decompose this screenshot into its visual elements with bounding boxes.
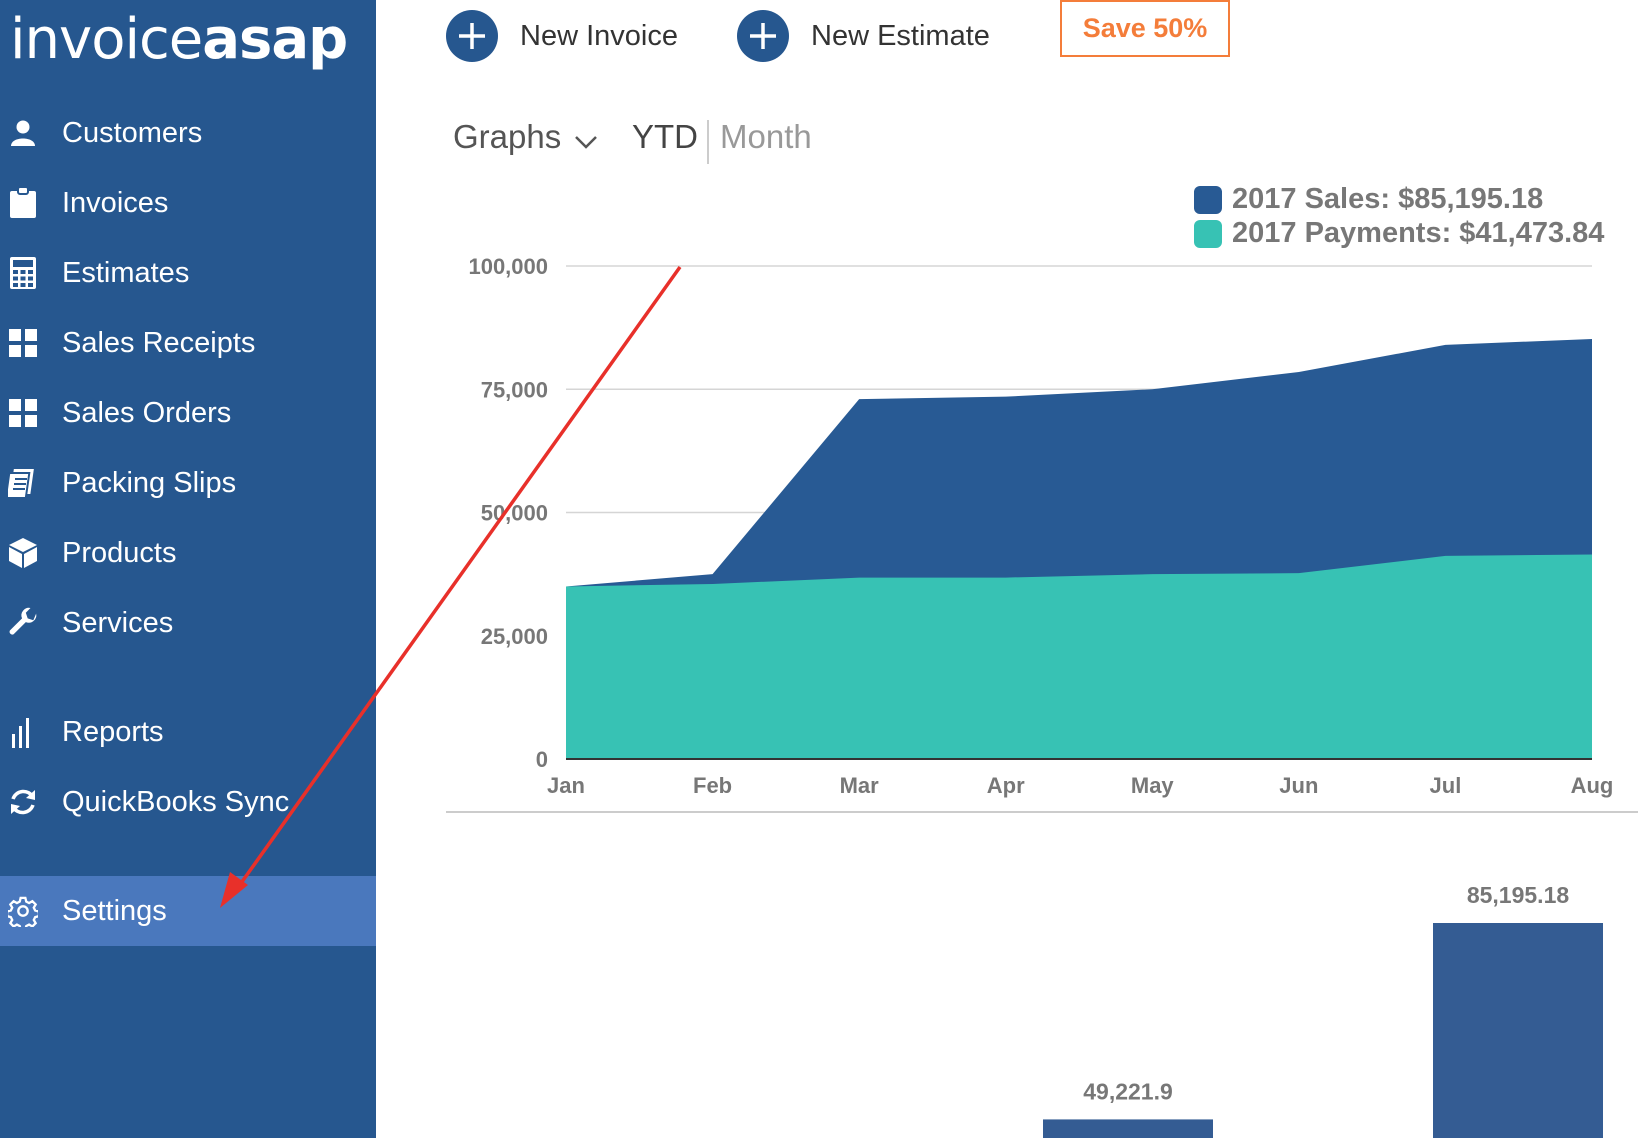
calculator-icon	[8, 257, 38, 289]
plus-icon	[446, 10, 498, 62]
sidebar-item-label: Services	[62, 606, 174, 639]
new-invoice-label: New Invoice	[520, 19, 678, 52]
legend-swatch-payments	[1194, 219, 1222, 248]
save-50-promo-button[interactable]: Save 50%	[1060, 0, 1230, 57]
box-icon	[8, 538, 38, 568]
logo-text-invoice: invoice	[10, 7, 203, 72]
y-tick-label: 100,000	[468, 254, 548, 279]
y-tick-label: 75,000	[481, 377, 548, 402]
sidebar-item-label: Customers	[62, 116, 203, 149]
tab-month[interactable]: Month	[720, 118, 812, 155]
x-tick-label: Aug	[1571, 773, 1614, 798]
sidebar-item-label: Products	[62, 536, 177, 569]
x-tick-label: May	[1131, 773, 1175, 798]
y-tick-label: 25,000	[481, 624, 548, 649]
sidebar-item-customers[interactable]: Customers	[0, 98, 376, 168]
wrench-icon	[8, 607, 38, 638]
packing-slip-icon	[8, 468, 38, 498]
x-tick-label: Mar	[840, 773, 880, 798]
sidebar-item-invoices[interactable]: Invoices	[0, 168, 376, 238]
clipboard-icon	[8, 187, 38, 218]
y-tick-label: 50,000	[481, 501, 548, 526]
logo-text-asap: asap	[202, 7, 348, 72]
sidebar-item-products[interactable]: Products	[0, 518, 376, 588]
legend-sales[interactable]: 2017 Sales: $85,195.18	[1194, 183, 1543, 216]
sidebar-item-label: Packing Slips	[62, 466, 237, 499]
sidebar-item-estimates[interactable]: Estimates	[0, 238, 376, 308]
legend-swatch-sales	[1194, 185, 1222, 214]
new-invoice-button[interactable]: New Invoice	[446, 8, 678, 64]
sidebar-item-settings[interactable]: Settings	[0, 876, 376, 946]
sync-icon	[8, 787, 38, 817]
legend-payments[interactable]: 2017 Payments: $41,473.84	[1194, 217, 1604, 250]
sidebar-item-label: Sales Receipts	[62, 326, 256, 359]
plus-icon	[737, 10, 789, 62]
sidebar-item-label: Settings	[62, 894, 167, 927]
graphs-dropdown[interactable]: Graphs	[453, 118, 598, 158]
x-tick-label: Jan	[547, 773, 585, 798]
tab-ytd[interactable]: YTD	[632, 118, 698, 155]
sidebar: invoiceasap Customers Invoices Estimates…	[0, 0, 376, 1138]
sidebar-item-packing-slips[interactable]: Packing Slips	[0, 448, 376, 518]
sidebar-item-label: Reports	[62, 715, 164, 748]
sidebar-item-reports[interactable]: Reports	[0, 697, 376, 767]
bar-value-label: 49,221.9	[1083, 1078, 1173, 1104]
sidebar-item-label: QuickBooks Sync	[62, 785, 290, 818]
sidebar-item-label: Sales Orders	[62, 396, 232, 429]
grid-icon	[8, 328, 38, 358]
new-estimate-button[interactable]: New Estimate	[737, 8, 990, 64]
x-tick-label: Feb	[693, 773, 732, 798]
tab-divider	[707, 120, 709, 164]
graphs-label: Graphs	[453, 118, 562, 155]
x-tick-label: Apr	[987, 773, 1025, 798]
area-series-payments	[566, 554, 1592, 759]
area-series-sales	[566, 338, 1592, 759]
new-estimate-label: New Estimate	[811, 19, 990, 52]
legend-sales-text: 2017 Sales: $85,195.18	[1232, 183, 1544, 215]
gear-icon	[8, 896, 38, 927]
y-tick-label: 0	[536, 747, 548, 772]
app-logo[interactable]: invoiceasap	[10, 0, 348, 80]
legend-payments-text: 2017 Payments: $41,473.84	[1232, 217, 1605, 249]
bar	[1433, 923, 1603, 1138]
x-tick-label: Jul	[1430, 773, 1462, 798]
chevron-down-icon	[574, 120, 598, 158]
sidebar-item-label: Invoices	[62, 186, 169, 219]
bar-value-label: 85,195.18	[1467, 882, 1570, 908]
sidebar-item-label: Estimates	[62, 256, 190, 289]
sidebar-item-sales-orders[interactable]: Sales Orders	[0, 378, 376, 448]
user-icon	[8, 118, 38, 148]
bar-chart-icon	[8, 717, 38, 748]
sidebar-item-sales-receipts[interactable]: Sales Receipts	[0, 308, 376, 378]
sidebar-item-services[interactable]: Services	[0, 588, 376, 658]
x-tick-label: Jun	[1279, 773, 1318, 798]
sidebar-item-quickbooks-sync[interactable]: QuickBooks Sync	[0, 767, 376, 837]
grid-icon	[8, 398, 38, 428]
bar	[1043, 1119, 1213, 1138]
